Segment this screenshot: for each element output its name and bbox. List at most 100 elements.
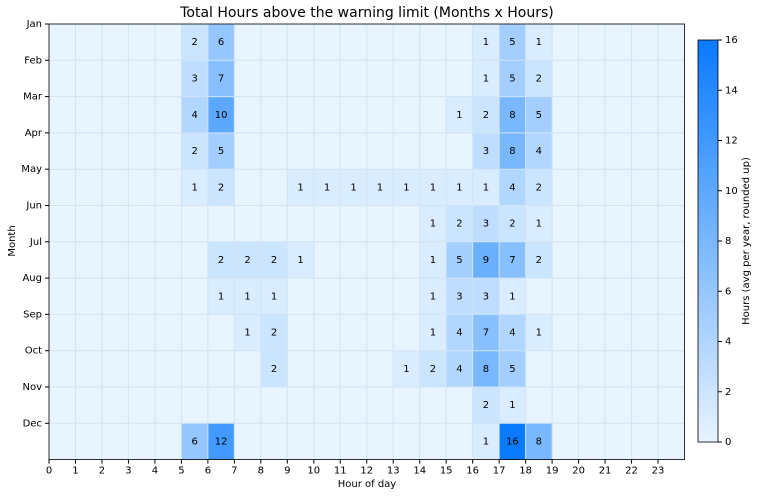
heat-cell: [128, 387, 155, 424]
heat-cell: [313, 24, 341, 61]
heat-cell: [313, 423, 341, 460]
heat-cell: [128, 24, 155, 61]
heat-cell: [578, 96, 606, 133]
colorbar-tick-label: 4: [725, 337, 731, 348]
heat-cell: [340, 241, 367, 279]
x-tick-label: 12: [360, 466, 373, 477]
cell-label: 2: [271, 255, 277, 266]
heat-cell: [340, 169, 367, 206]
heat-cell: [499, 205, 526, 242]
cell-label: 1: [403, 182, 409, 193]
heat-cell: [234, 24, 261, 61]
heat-cell: [101, 132, 129, 170]
heat-cell: [181, 132, 208, 170]
heat-cell: [631, 387, 659, 424]
heat-cell: [207, 205, 235, 242]
x-tick-label: 10: [307, 466, 320, 477]
heat-cell: [552, 205, 579, 242]
cell-label: 1: [430, 182, 436, 193]
heat-cell: [287, 205, 314, 242]
colorbar-tick-label: 14: [725, 85, 738, 96]
heat-cell: [75, 387, 102, 424]
heat-cell: [181, 24, 208, 61]
heat-cell: [75, 96, 102, 133]
cell-label: 1: [536, 328, 542, 339]
heat-cell: [366, 205, 394, 242]
heat-cell: [499, 96, 526, 133]
heat-cell: [472, 314, 500, 351]
x-tick-label: 18: [519, 466, 532, 477]
x-tick-label: 7: [231, 466, 237, 477]
cell-label: 2: [483, 110, 489, 121]
heat-cell: [605, 278, 632, 315]
heat-cell: [75, 60, 102, 97]
heat-cell: [499, 169, 526, 206]
heat-cell: [658, 350, 685, 387]
heat-cell: [525, 387, 553, 424]
cell-label: 4: [509, 182, 515, 193]
heat-cell: [578, 24, 606, 61]
heat-cell: [525, 96, 553, 133]
cell-label: 6: [191, 436, 197, 447]
heat-cell: [525, 423, 553, 460]
cell-label: 2: [191, 37, 197, 48]
heat-cell: [631, 96, 659, 133]
heat-cell: [234, 278, 261, 315]
heat-cell: [181, 169, 208, 206]
heat-cell: [631, 314, 659, 351]
heat-cell: [154, 278, 182, 315]
cell-label: 4: [536, 146, 542, 157]
heat-cell: [128, 96, 155, 133]
x-tick-label: 3: [125, 466, 131, 477]
heat-cell: [101, 169, 129, 206]
x-tick-label: 13: [387, 466, 400, 477]
cell-label: 1: [377, 182, 383, 193]
x-tick-label: 23: [652, 466, 665, 477]
heat-cell: [101, 387, 129, 424]
heat-cell: [393, 278, 420, 315]
heat-cell: [181, 314, 208, 351]
heat-cell: [207, 24, 235, 61]
heat-cell: [631, 169, 659, 206]
cell-label: 3: [483, 291, 489, 302]
heat-cell: [181, 387, 208, 424]
heat-cell: [101, 24, 129, 61]
cell-label: 5: [456, 255, 462, 266]
cell-label: 2: [509, 219, 515, 230]
heat-cell: [260, 350, 288, 387]
heat-cell: [499, 350, 526, 387]
heat-cell: [605, 387, 632, 424]
heat-cell: [472, 241, 500, 279]
heat-cell: [234, 60, 261, 97]
heat-cell: [207, 387, 235, 424]
y-tick-label: May: [21, 164, 42, 175]
heat-cell: [366, 350, 394, 387]
heat-cell: [49, 241, 76, 279]
heat-cell: [234, 350, 261, 387]
x-tick-label: 15: [440, 466, 453, 477]
heat-cell: [340, 60, 367, 97]
heat-cell: [472, 96, 500, 133]
heat-cell: [207, 278, 235, 315]
heat-cell: [499, 314, 526, 351]
cell-label: 12: [215, 436, 228, 447]
heat-cell: [128, 60, 155, 97]
heat-cell: [419, 96, 447, 133]
heat-cell: [499, 132, 526, 170]
y-tick-label: Mar: [23, 92, 43, 103]
heat-cell: [393, 24, 420, 61]
cell-label: 1: [430, 255, 436, 266]
heat-cell: [101, 241, 129, 279]
heat-cell: [313, 350, 341, 387]
heat-cell: [49, 96, 76, 133]
heat-cell: [49, 387, 76, 424]
heat-cell: [658, 423, 685, 460]
heat-cell: [207, 96, 235, 133]
colorbar-tick-label: 12: [725, 136, 738, 147]
heat-cell: [366, 387, 394, 424]
heat-cell: [313, 387, 341, 424]
cell-label: 2: [244, 255, 250, 266]
heat-cell: [181, 278, 208, 315]
heat-cell: [287, 169, 314, 206]
cell-label: 2: [536, 73, 542, 84]
